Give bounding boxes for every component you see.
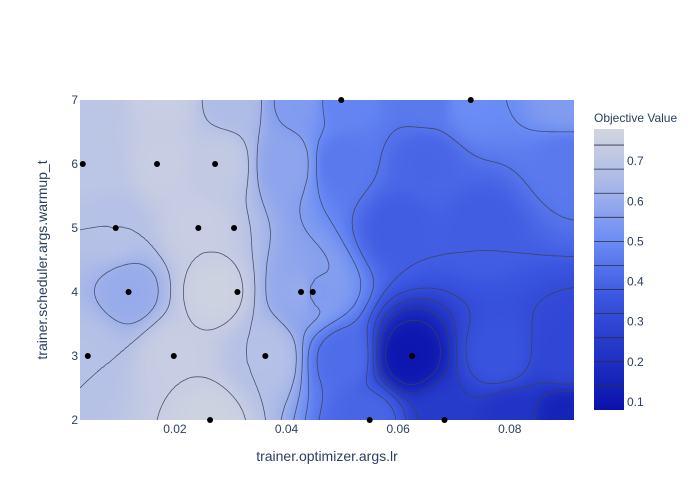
trial-point (309, 289, 316, 295)
y-tick-label: 5 (71, 221, 78, 235)
trial-point (298, 289, 305, 295)
colorbar: Objective Value 0.1 0.2 0.3 0.4 0.5 0.6 0.7 (594, 111, 677, 410)
trial-point (79, 161, 86, 167)
trial-point (195, 225, 202, 231)
trial-point (366, 417, 373, 423)
y-tick-label: 4 (71, 285, 78, 299)
trial-points (79, 97, 474, 423)
colorbar-title: Objective Value (594, 111, 677, 125)
trial-point (262, 353, 269, 359)
trial-point (207, 417, 214, 423)
trial-point (441, 417, 448, 423)
colorbar-tick-label: 0.3 (627, 315, 644, 329)
contour-line-1 (380, 307, 574, 420)
objective-heatmap (80, 100, 574, 420)
contour-line-6 (304, 100, 574, 420)
trial-point (338, 97, 345, 103)
y-tick-label: 2 (71, 413, 78, 427)
x-tick-label: 0.04 (275, 422, 299, 436)
x-axis-title: trainer.optimizer.args.lr (256, 448, 398, 464)
contour-line-5 (316, 126, 574, 420)
contour-line-10 (156, 251, 246, 420)
trial-point (154, 161, 161, 167)
colorbar-tick-label: 0.7 (627, 154, 644, 168)
colorbar-tick-label: 0.5 (627, 234, 644, 248)
trial-point (231, 225, 238, 231)
colorbar-tick-label: 0.2 (627, 355, 644, 369)
contour-line-3 (372, 287, 574, 420)
contour-line-9 (80, 100, 266, 420)
y-tick-label: 3 (71, 349, 78, 363)
trial-point (112, 225, 119, 231)
y-tick-label: 6 (71, 157, 78, 171)
contour-line-8 (94, 100, 297, 420)
y-axis-ticks: 2 3 4 5 6 7 (71, 93, 78, 427)
colorbar-gradient (594, 129, 624, 410)
contour-line-2 (376, 298, 574, 420)
contour-lines (80, 100, 574, 420)
trial-point (125, 289, 132, 295)
colorbar-ticks: 0.1 0.2 0.3 0.4 0.5 0.6 0.7 (594, 144, 644, 409)
y-tick-label: 7 (71, 93, 78, 107)
colorbar-tick-label: 0.1 (627, 395, 644, 409)
x-tick-label: 0.08 (498, 422, 522, 436)
trial-point (467, 97, 474, 103)
trial-point (170, 353, 177, 359)
y-axis-title: trainer.scheduler.args.warmup_t (34, 160, 50, 359)
contour-line-4 (365, 250, 574, 420)
trial-point (84, 353, 91, 359)
x-tick-label: 0.06 (386, 422, 410, 436)
contour-line-7 (273, 100, 330, 420)
contour-line-0 (385, 319, 441, 385)
colorbar-tick-label: 0.6 (627, 194, 644, 208)
trial-point (409, 353, 416, 359)
x-axis-ticks: 0.02 0.04 0.06 0.08 (163, 422, 522, 436)
trial-point (212, 161, 219, 167)
colorbar-tick-label: 0.4 (627, 275, 644, 289)
trial-point (234, 289, 241, 295)
x-tick-label: 0.02 (163, 422, 187, 436)
